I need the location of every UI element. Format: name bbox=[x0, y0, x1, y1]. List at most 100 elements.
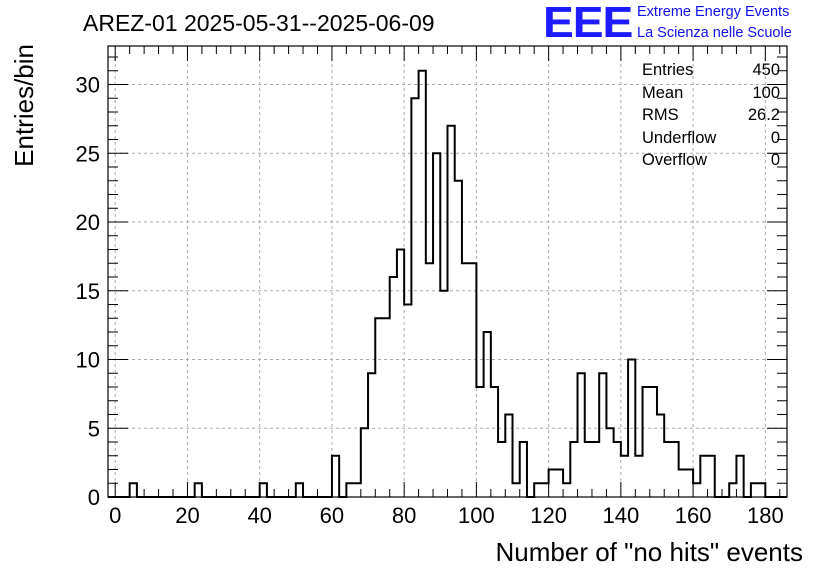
histogram-bin bbox=[375, 318, 382, 497]
histogram-bin bbox=[498, 442, 505, 497]
histogram-bin bbox=[404, 305, 411, 498]
x-tick-label: 20 bbox=[175, 503, 199, 528]
histogram-bin bbox=[440, 291, 447, 497]
histogram-bin bbox=[296, 483, 303, 497]
histogram-bin bbox=[390, 277, 397, 497]
stat-label: Mean bbox=[642, 83, 684, 102]
histogram-bin bbox=[679, 470, 686, 498]
histogram-bin bbox=[686, 470, 693, 498]
y-tick-label: 0 bbox=[88, 485, 100, 510]
x-tick-label: 140 bbox=[603, 503, 640, 528]
histogram-bin bbox=[693, 483, 700, 497]
y-tick-label: 20 bbox=[76, 210, 100, 235]
histogram-bin bbox=[614, 442, 621, 497]
histogram-bin bbox=[751, 483, 758, 497]
histogram-bin bbox=[382, 318, 389, 497]
histogram-bin bbox=[534, 483, 541, 497]
stats-box: Entries 450 Mean 100 RMS 26.2 Underflow … bbox=[642, 60, 780, 173]
stat-value: 26.2 bbox=[747, 106, 780, 124]
histogram-bin bbox=[513, 483, 520, 497]
chart-title: AREZ-01 2025-05-31--2025-06-09 bbox=[83, 10, 435, 36]
stat-label: RMS bbox=[642, 106, 679, 124]
histogram-bin bbox=[455, 181, 462, 497]
tick-layer bbox=[108, 46, 787, 498]
histogram-bin bbox=[354, 483, 361, 497]
histogram-bin bbox=[621, 456, 628, 497]
y-tick-label: 5 bbox=[88, 416, 100, 441]
x-tick-label: 80 bbox=[392, 503, 416, 528]
histogram-bin bbox=[643, 387, 650, 497]
histogram-bin bbox=[628, 360, 635, 498]
histogram-bin bbox=[570, 442, 577, 497]
histogram-bin bbox=[397, 250, 404, 498]
x-axis-label: Number of "no hits" events bbox=[496, 537, 804, 567]
histogram-bin bbox=[549, 470, 556, 498]
eee-tagline-1: Extreme Energy Events bbox=[637, 4, 790, 20]
histogram-bin bbox=[491, 387, 498, 497]
histogram-bin bbox=[462, 263, 469, 497]
histogram-bin bbox=[671, 442, 678, 497]
histogram-bin bbox=[448, 126, 455, 497]
histogram-bin bbox=[708, 456, 715, 497]
histogram-bin bbox=[411, 98, 418, 497]
histogram-bin bbox=[368, 373, 375, 497]
y-tick-label: 15 bbox=[76, 279, 100, 304]
x-tick-label: 40 bbox=[247, 503, 271, 528]
histogram-series bbox=[108, 69, 787, 498]
histogram-bin bbox=[650, 387, 657, 497]
histogram-bin bbox=[578, 373, 585, 497]
histogram-bin bbox=[433, 153, 440, 497]
histogram-bin bbox=[520, 442, 527, 497]
histogram-bin bbox=[635, 456, 642, 497]
histogram-bin bbox=[419, 71, 426, 497]
stat-label: Entries bbox=[642, 61, 694, 79]
histogram-bin bbox=[736, 456, 743, 497]
histogram-bin bbox=[541, 483, 548, 497]
x-tick-label: 0 bbox=[109, 503, 121, 528]
histogram-bin bbox=[563, 483, 570, 497]
stat-row-rms: RMS 26.2 bbox=[642, 105, 780, 128]
histogram-bin bbox=[606, 428, 613, 497]
histogram-bin bbox=[585, 442, 592, 497]
histogram-bin bbox=[700, 456, 707, 497]
histogram-bin bbox=[476, 387, 483, 497]
histogram-bin bbox=[346, 483, 353, 497]
eee-logo: EEE bbox=[543, 0, 633, 47]
histogram-bin bbox=[332, 456, 339, 497]
stat-row-underflow: Underflow 0 bbox=[642, 128, 780, 151]
x-tick-label: 180 bbox=[747, 503, 784, 528]
stat-row-mean: Mean 100 bbox=[642, 83, 780, 106]
histogram-bin bbox=[484, 332, 491, 497]
stat-value: 450 bbox=[752, 61, 780, 79]
stat-row-entries: Entries 450 bbox=[642, 60, 780, 83]
histogram-bin bbox=[729, 483, 736, 497]
histogram-bin bbox=[260, 483, 267, 497]
eee-tagline-2: La Scienza nelle Scuole bbox=[637, 25, 792, 41]
histogram-bin bbox=[592, 442, 599, 497]
stat-row-overflow: Overflow 0 bbox=[642, 150, 780, 173]
histogram-bin bbox=[130, 483, 137, 497]
y-tick-label: 10 bbox=[76, 348, 100, 373]
stat-label: Overflow bbox=[642, 151, 708, 169]
x-tick-label: 60 bbox=[320, 503, 344, 528]
histogram-bin bbox=[469, 263, 476, 497]
histogram-bin bbox=[505, 415, 512, 498]
y-tick-label: 30 bbox=[76, 73, 100, 98]
histogram-bin bbox=[426, 263, 433, 497]
stat-label: Underflow bbox=[642, 128, 717, 147]
y-axis-label: Entries/bin bbox=[9, 44, 39, 167]
x-tick-label: 100 bbox=[458, 503, 495, 528]
histogram-bin bbox=[664, 442, 671, 497]
y-tick-label: 25 bbox=[76, 141, 100, 166]
histogram-bin bbox=[599, 373, 606, 497]
histogram-bin bbox=[657, 415, 664, 498]
x-tick-label: 160 bbox=[675, 503, 712, 528]
x-tick-label: 120 bbox=[530, 503, 567, 528]
histogram-bin bbox=[556, 470, 563, 498]
histogram-bin bbox=[195, 483, 202, 497]
histogram-bin bbox=[758, 483, 765, 497]
stat-value: 0 bbox=[770, 128, 780, 147]
tick-label-layer: 0 20 40 60 80 100 120 140 160 180 0 5 10 15 20 25 30 bbox=[76, 73, 784, 529]
stat-value: 0 bbox=[770, 151, 780, 169]
